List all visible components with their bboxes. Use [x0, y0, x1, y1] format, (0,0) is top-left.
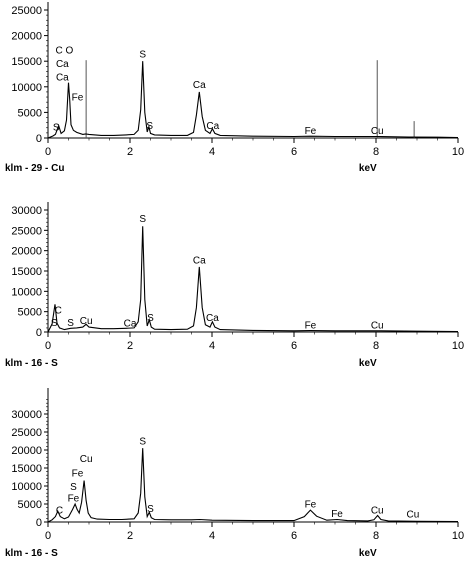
y-tick-label: 0	[36, 133, 42, 145]
peak-label: Fe	[72, 468, 84, 479]
x-tick-label: 2	[127, 340, 133, 352]
x-tick-label: 8	[373, 530, 379, 542]
x-tick-label: 10	[452, 340, 464, 352]
spectrum-trace	[47, 448, 459, 523]
peak-label: Ca	[193, 256, 206, 267]
peak-label: S	[147, 504, 154, 515]
peak-label: Fe	[305, 320, 317, 331]
y-tick-label: 15000	[11, 266, 42, 278]
y-tick-label: 5000	[18, 107, 42, 119]
peak-label: Ca	[56, 59, 69, 70]
peak-label: Ca	[206, 121, 219, 132]
x-tick-label: 2	[127, 146, 133, 158]
x-tick-label: 0	[45, 530, 51, 542]
y-tick-label: 15000	[11, 56, 42, 68]
y-tick-label: 20000	[11, 31, 42, 43]
x-tick-label: 6	[291, 530, 297, 542]
peak-label: Cu	[371, 126, 384, 137]
peak-label: Fe	[305, 500, 317, 511]
y-tick-label: 25000	[11, 225, 42, 237]
peak-label: Ca	[124, 319, 137, 330]
x-axis-unit-label: keV	[359, 358, 377, 369]
peak-label: S	[67, 318, 74, 329]
peak-label: Ca	[56, 73, 69, 84]
peak-label: S	[147, 313, 154, 324]
peak-label: Cu	[80, 316, 93, 327]
x-tick-label: 4	[209, 530, 215, 542]
sample-label: klm - 16 - S	[5, 358, 58, 369]
x-axis-unit-label: keV	[359, 163, 377, 174]
spectrum-trace	[47, 226, 459, 333]
peak-label: Cu	[371, 505, 384, 516]
peak-label: Cu	[371, 320, 384, 331]
x-tick-label: 0	[45, 340, 51, 352]
x-tick-label: 8	[373, 146, 379, 158]
peak-label: Ca	[206, 313, 219, 324]
y-tick-label: 10000	[11, 82, 42, 94]
peak-label: Fe	[305, 126, 317, 137]
spectrum-trace	[47, 61, 459, 139]
y-tick-label: 30000	[11, 205, 42, 217]
peak-label: S	[139, 50, 146, 61]
y-tick-label: 10000	[11, 286, 42, 298]
x-tick-label: 4	[209, 340, 215, 352]
peak-label: Cu	[80, 454, 93, 465]
x-tick-label: 4	[209, 146, 215, 158]
peak-label: Cu	[407, 510, 420, 521]
peak-label: C	[55, 306, 62, 317]
y-tick-label: 10000	[11, 481, 42, 493]
x-tick-label: 10	[452, 530, 464, 542]
peak-label: S	[70, 482, 77, 493]
peak-label: S	[139, 214, 146, 225]
x-axis-unit-label: keV	[359, 548, 377, 559]
sample-label: klm - 16 - S	[5, 548, 58, 559]
x-tick-label: 6	[291, 146, 297, 158]
peak-label: Fe	[68, 493, 80, 504]
y-tick-label: 20000	[11, 246, 42, 258]
y-tick-label: 25000	[11, 427, 42, 439]
y-tick-label: 20000	[11, 445, 42, 457]
x-tick-label: 10	[452, 146, 464, 158]
y-tick-label: 5000	[18, 307, 42, 319]
peak-label: S	[146, 121, 153, 132]
peak-label: S	[139, 437, 146, 448]
peak-label: Fe	[331, 509, 343, 520]
peak-label: Fe	[72, 93, 84, 104]
x-tick-label: 8	[373, 340, 379, 352]
y-tick-label: 5000	[18, 499, 42, 511]
x-tick-label: 0	[45, 146, 51, 158]
y-tick-label: 30000	[11, 409, 42, 421]
peak-label: S	[51, 318, 58, 329]
peak-label: Ca	[193, 80, 206, 91]
y-tick-label: 15000	[11, 463, 42, 475]
peak-label: S	[53, 122, 60, 133]
x-tick-label: 2	[127, 530, 133, 542]
y-tick-label: 0	[36, 327, 42, 339]
x-tick-label: 6	[291, 340, 297, 352]
spectrum-panel-3: 0 5000 10000 15000 20000 25000 30000 0 2 4 6 8 10 C Fe…	[5, 388, 464, 559]
peak-label: C O	[56, 46, 74, 57]
y-tick-label: 0	[36, 517, 42, 529]
peak-label: C	[56, 506, 63, 517]
y-tick-label: 25000	[11, 5, 42, 17]
sample-label: klm - 29 - Cu	[5, 163, 64, 174]
